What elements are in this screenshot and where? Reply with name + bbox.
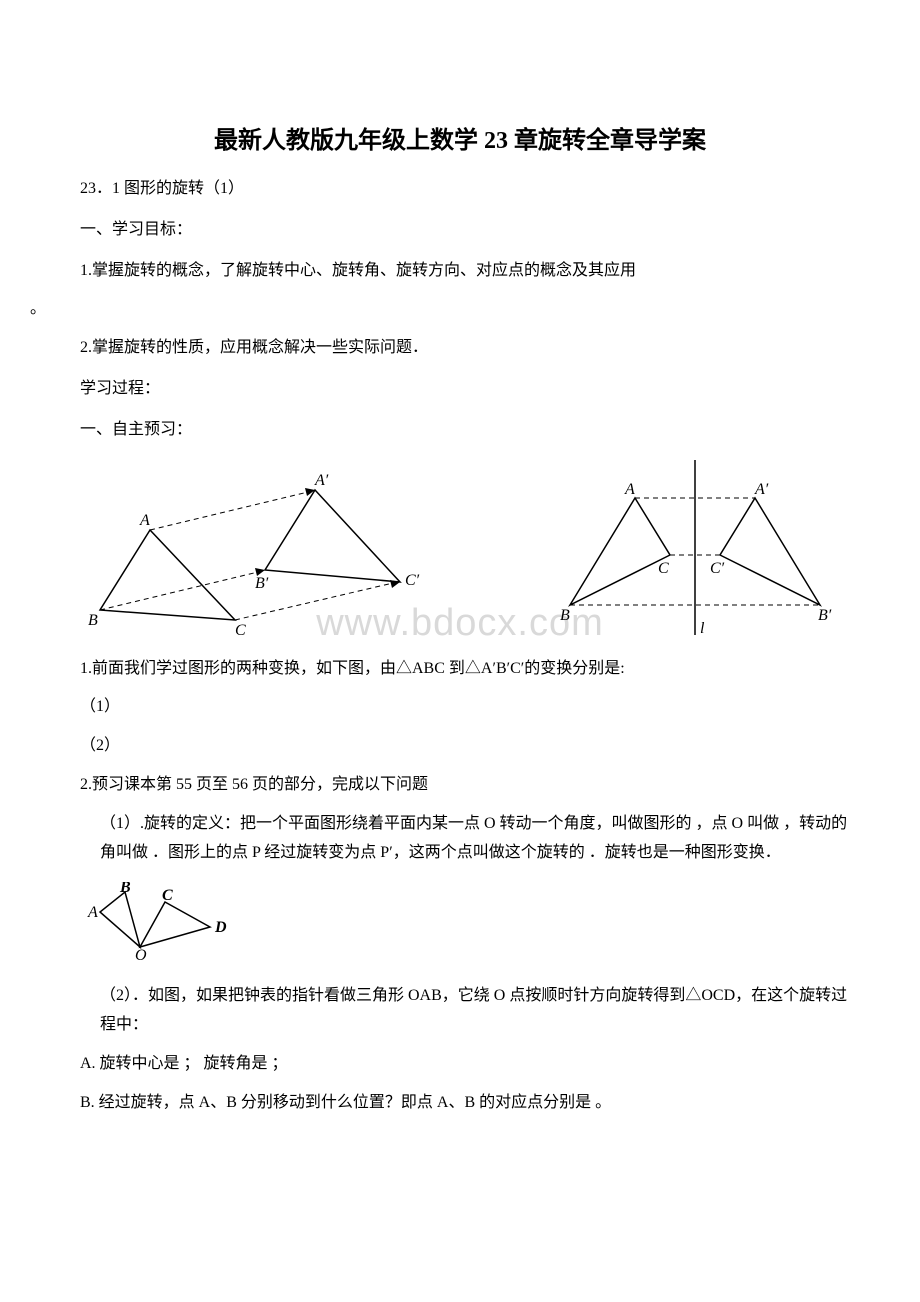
- page-title: 最新人教版九年级上数学 23 章旋转全章导学案: [60, 120, 860, 155]
- label-b-prime: B′: [255, 575, 269, 592]
- label-a: A: [139, 512, 150, 529]
- question-2-2-a: A. 旋转中心是 ； 旋转角是 ；: [80, 1050, 860, 1079]
- process-heading: 学习过程：: [80, 375, 860, 404]
- question-2-1: （1）.旋转的定义：把一个平面图形绕着平面内某一点 O 转动一个角度，叫做图形的…: [100, 810, 860, 868]
- objective-2: 2.掌握旋转的性质，应用概念解决一些实际问题．: [80, 334, 860, 363]
- subheading: 23．1 图形的旋转（1）: [80, 175, 860, 204]
- label-c2: C: [658, 560, 669, 577]
- label-a2-prime: A′: [754, 481, 769, 498]
- preview-heading: 一、自主预习：: [80, 416, 860, 445]
- label-b: B: [88, 612, 98, 629]
- translation-diagram: A B C A′ B′ C′: [80, 470, 480, 640]
- label-a-prime: A′: [314, 472, 329, 489]
- blank-2: （2）: [80, 732, 860, 761]
- label-c: C: [235, 622, 246, 639]
- objective-1: 1.掌握旋转的概念，了解旋转中心、旋转角、旋转方向、对应点的概念及其应用: [80, 257, 860, 286]
- label-c-prime: C′: [405, 572, 420, 589]
- question-1: 1.前面我们学过图形的两种变换，如下图，由△ABC 到△A′B′C′的变换分别是…: [80, 655, 860, 684]
- question-2-2-b: B. 经过旋转，点 A、B 分别移动到什么位置？即点 A、B 的对应点分别是 。: [80, 1089, 860, 1118]
- label-b3: B: [119, 882, 131, 896]
- objective-1-end: 。: [30, 295, 860, 324]
- label-c3: C: [162, 887, 173, 904]
- reflection-diagram: l A B C A′ B′ C′: [550, 460, 840, 640]
- diagram-row: www.bdocx.com A B C A′ B′ C′ l A B C: [80, 460, 840, 640]
- question-2: 2.预习课本第 55 页至 56 页的部分，完成以下问题: [80, 771, 860, 800]
- label-a2: A: [624, 481, 635, 498]
- question-2-2: （2）．如图，如果把钟表的指针看做三角形 OAB，它绕 O 点按顺时针方向旋转得…: [100, 982, 860, 1040]
- blank-1: （1）: [80, 693, 860, 722]
- rotation-diagram: A B C D O: [80, 882, 260, 962]
- label-l: l: [700, 620, 705, 637]
- label-o3: O: [135, 947, 147, 962]
- label-a3: A: [87, 904, 98, 921]
- label-c2-prime: C′: [710, 560, 725, 577]
- label-b2-prime: B′: [818, 607, 832, 624]
- objectives-heading: 一、学习目标：: [80, 216, 860, 245]
- label-d3: D: [214, 919, 227, 936]
- label-b2: B: [560, 607, 570, 624]
